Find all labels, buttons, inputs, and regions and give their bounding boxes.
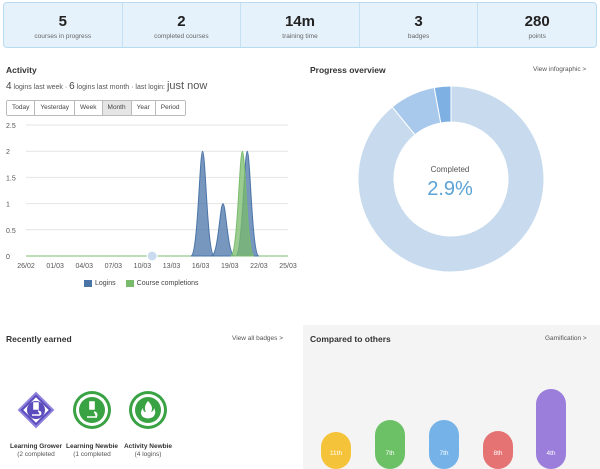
x-tick-label: 07/03 (105, 263, 123, 270)
logins-week-count: 4 (6, 81, 12, 92)
logins-week-text: logins last week · (11, 84, 70, 91)
stat-label: points (528, 33, 546, 40)
badge-learning-grower[interactable]: Learning Grower (2 completed (8, 390, 64, 459)
stat-value: 280 (524, 13, 550, 30)
badge-activity-newbie[interactable]: Activity Newbie (4 logins) (120, 390, 176, 459)
activity-title: Activity (6, 65, 37, 75)
logins-month-text: logins last month · last login: (74, 84, 167, 91)
stat-label: completed courses (154, 33, 209, 40)
series-area-logins (210, 203, 236, 257)
compared-title: Compared to others (310, 334, 391, 344)
stat-training-time[interactable]: 14m training time (241, 3, 360, 47)
legend-label: Logins (95, 280, 116, 287)
rank-pill-3[interactable]: 7th (429, 420, 459, 469)
rank-label: 7th (439, 450, 449, 457)
chart-legend: Logins Course completions (84, 280, 199, 287)
legend-course-completions[interactable]: Course completions (125, 280, 199, 287)
range-tab-period[interactable]: Period (155, 101, 185, 115)
gamification-link[interactable]: Gamification > (545, 335, 587, 342)
stat-label: courses in progress (34, 33, 92, 40)
x-tick-label: 16/03 (192, 263, 210, 270)
stat-value: 3 (414, 13, 423, 30)
badge-learning-newbie[interactable]: Learning Newbie (1 completed (64, 390, 120, 459)
x-tick-label: 04/03 (75, 263, 93, 270)
series-area-logins (190, 150, 215, 257)
range-tab-month[interactable]: Month (102, 101, 132, 115)
rank-pill-5[interactable]: 4th (536, 389, 566, 469)
badge-row: Learning Grower (2 completed Learning Ne… (8, 390, 176, 459)
microscope-icon (73, 391, 111, 429)
hover-marker (146, 250, 158, 262)
badge-name: Activity Newbie (123, 443, 173, 450)
donut-center-label: Completed (430, 165, 470, 174)
y-tick-label: 1 (6, 202, 10, 209)
range-tab-week[interactable]: Week (75, 101, 103, 115)
progress-donut (357, 85, 545, 273)
y-tick-label: 2.5 (6, 123, 16, 130)
x-tick-label: 22/03 (250, 263, 268, 270)
range-tabs: Today Yesterday Week Month Year Period (6, 100, 186, 116)
x-tick-label: 01/03 (46, 263, 64, 270)
y-tick-label: 0 (6, 254, 10, 261)
legend-label: Course completions (136, 280, 199, 287)
rank-label: 8th (493, 450, 503, 457)
x-tick-label: 19/03 (221, 263, 239, 270)
view-infographic-link[interactable]: View infographic > (533, 66, 587, 73)
y-tick-label: 1.5 (6, 175, 16, 182)
rank-label: 7th (385, 450, 395, 457)
rank-label: 4th (546, 450, 556, 457)
stat-label: badges (407, 33, 430, 40)
last-login-value: just now (166, 80, 208, 92)
progress-title: Progress overview (310, 65, 386, 75)
badge-name: Learning Newbie (65, 443, 118, 450)
flame-icon (129, 391, 167, 429)
stat-value: 14m (284, 13, 315, 30)
legend-swatch (125, 280, 134, 287)
badge-sub: (2 completed (17, 451, 55, 458)
legend-swatch (84, 280, 92, 287)
range-tab-year[interactable]: Year (131, 101, 156, 115)
badge-name: Learning Grower (9, 443, 62, 450)
rank-pill-1[interactable]: 11th (321, 432, 351, 469)
stat-value: 2 (177, 13, 186, 30)
logins-summary: 4 logins last week · 6 logins last month… (6, 80, 207, 92)
rank-label: 11th (329, 450, 343, 457)
stat-badges[interactable]: 3 badges (360, 3, 479, 47)
stats-bar: 5 courses in progress 2 completed course… (3, 2, 597, 48)
x-tick-label: 25/03 (279, 263, 297, 270)
stat-completed-courses[interactable]: 2 completed courses (123, 3, 242, 47)
activity-chart: 0 0.5 1 1.5 2 2.5 26/02 01/03 04/03 07/03 10/03 13/… (6, 123, 297, 270)
series-area-course-completions (230, 150, 255, 257)
view-all-badges-link[interactable]: View all badges > (232, 335, 284, 342)
logins-month-count: 6 (69, 81, 75, 92)
stat-value: 5 (58, 13, 67, 30)
range-tab-yesterday[interactable]: Yesterday (35, 101, 76, 115)
stat-points[interactable]: 280 points (478, 3, 596, 47)
badge-sub: (4 logins) (134, 451, 162, 458)
rank-pill-2[interactable]: 7th (375, 420, 405, 469)
rank-pill-4[interactable]: 8th (483, 431, 513, 469)
y-tick-label: 2 (6, 149, 10, 156)
legend-logins[interactable]: Logins (84, 280, 116, 287)
stat-courses-in-progress[interactable]: 5 courses in progress (4, 3, 123, 47)
donut-slice-not-started[interactable] (357, 85, 545, 273)
microscope-icon (17, 391, 55, 429)
x-tick-label: 13/03 (163, 263, 181, 270)
range-tab-today[interactable]: Today (7, 101, 36, 115)
x-tick-label: 26/02 (17, 263, 35, 270)
x-tick-label: 10/03 (134, 263, 152, 270)
recently-earned-title: Recently earned (6, 334, 72, 344)
y-tick-label: 0.5 (6, 228, 16, 235)
stat-label: training time (282, 33, 318, 40)
donut-center-value: 2.9% (427, 178, 473, 200)
badge-sub: (1 completed (73, 451, 111, 458)
